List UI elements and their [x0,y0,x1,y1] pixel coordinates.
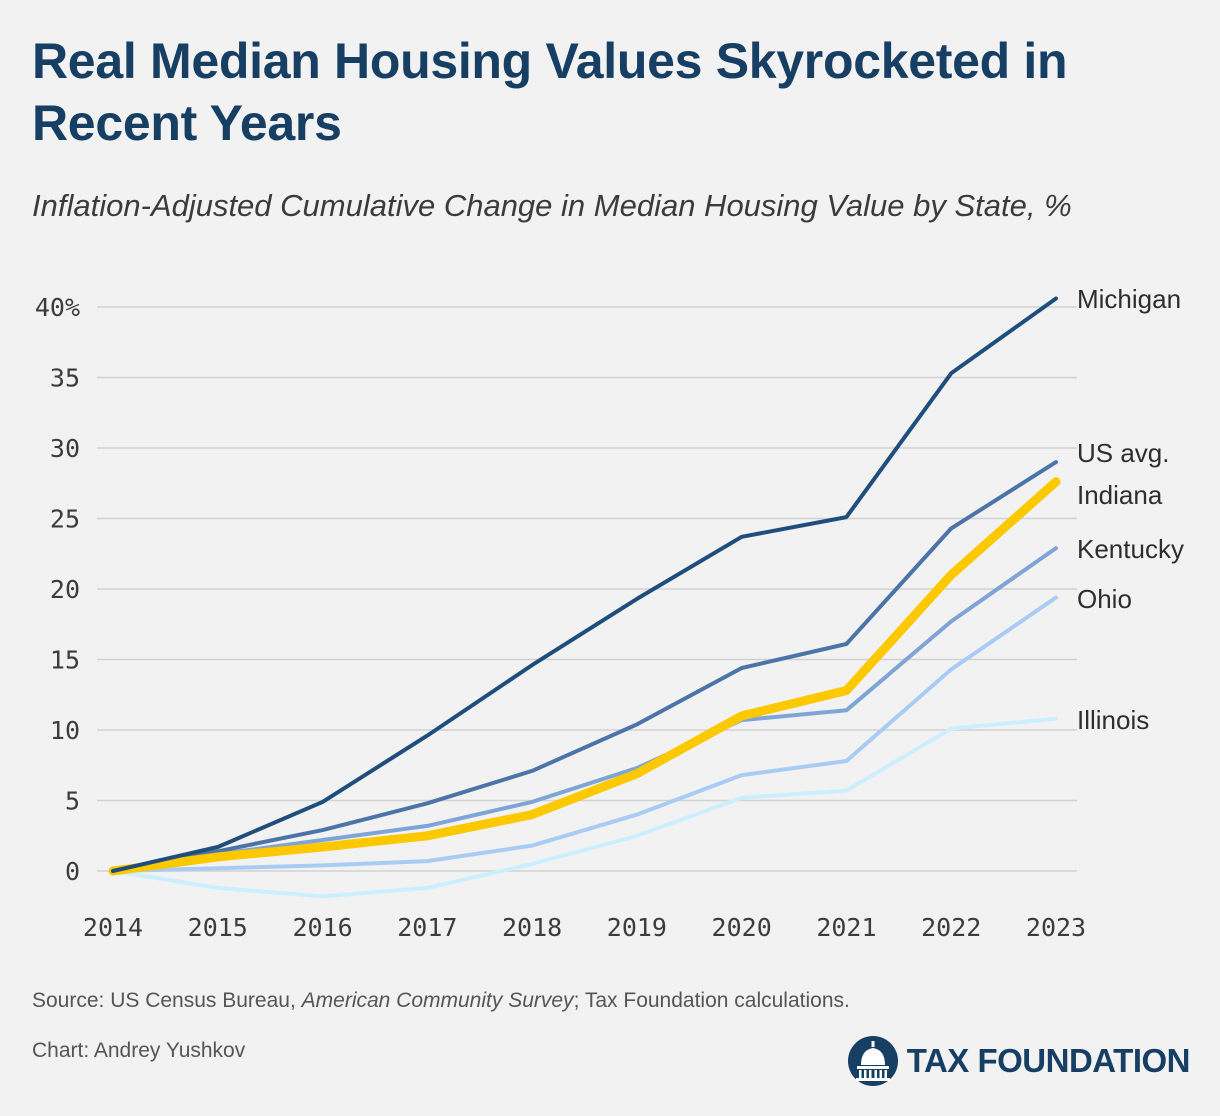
series-line-us-avg [111,460,1058,873]
series-labels: Illinois Ohio Kentucky US avg. Indiana Michig… [1077,284,1184,735]
x-tick-label-2015: 2015 [188,913,248,942]
source-note: Source: US Census Bureau, American Commu… [32,989,850,1013]
y-tick-label-40: 40% [35,293,80,322]
x-tick-label-2022: 2022 [921,913,981,942]
source-suffix: ; Tax Foundation calculations. [573,989,850,1012]
y-tick-label-30: 30 [50,434,80,463]
x-tick-label-2016: 2016 [292,913,352,942]
source-prefix: Source: US Census Bureau, [32,989,302,1012]
series-line-kentucky [111,546,1058,873]
series-lines [108,296,1061,899]
chart-credit: Chart: Andrey Yushkov [32,1039,246,1062]
series-label-indiana: Indiana [1077,480,1163,510]
x-tick-label-2014: 2014 [83,913,143,942]
series-line-ohio [111,595,1058,873]
y-axis-ticks: 0 5 10 15 20 25 30 35 40% [35,293,80,886]
x-tick-label-2020: 2020 [712,913,772,942]
x-tick-label-2021: 2021 [816,913,876,942]
y-tick-label-0: 0 [65,857,80,886]
y-tick-label-35: 35 [50,364,80,393]
y-tick-label-20: 20 [50,575,80,604]
x-tick-label-2019: 2019 [607,913,667,942]
chart-subtitle: Inflation-Adjusted Cumulative Change in … [32,188,1072,223]
grid-lines [97,306,1077,872]
logo-text: TAX FOUNDATION [906,1042,1191,1079]
capitol-dome-icon [847,1036,898,1086]
series-label-michigan: Michigan [1077,284,1181,314]
series-line-michigan [111,296,1058,873]
tax-foundation-logo: TAX FOUNDATION [847,1033,1191,1089]
series-label-kentucky: Kentucky [1077,534,1184,564]
y-tick-label-10: 10 [50,716,80,745]
chart-title: Real Median Housing Values Skyrocketed i… [32,33,1068,151]
series-label-illinois: Illinois [1077,705,1149,735]
series-line-indiana [108,477,1061,876]
y-tick-label-15: 15 [50,646,80,675]
y-tick-label-25: 25 [50,505,80,534]
x-axis-ticks: 2014 2015 2016 2017 2018 2019 2020 2021 2022 2023 [83,913,1086,942]
x-tick-label-2018: 2018 [502,913,562,942]
series-label-us-avg: US avg. [1077,438,1170,468]
source-publication: American Community Survey [301,989,574,1012]
y-tick-label-5: 5 [65,787,80,816]
x-tick-label-2017: 2017 [397,913,457,942]
series-line-illinois [111,716,1058,899]
series-label-ohio: Ohio [1077,584,1132,614]
x-tick-label-2023: 2023 [1026,913,1086,942]
